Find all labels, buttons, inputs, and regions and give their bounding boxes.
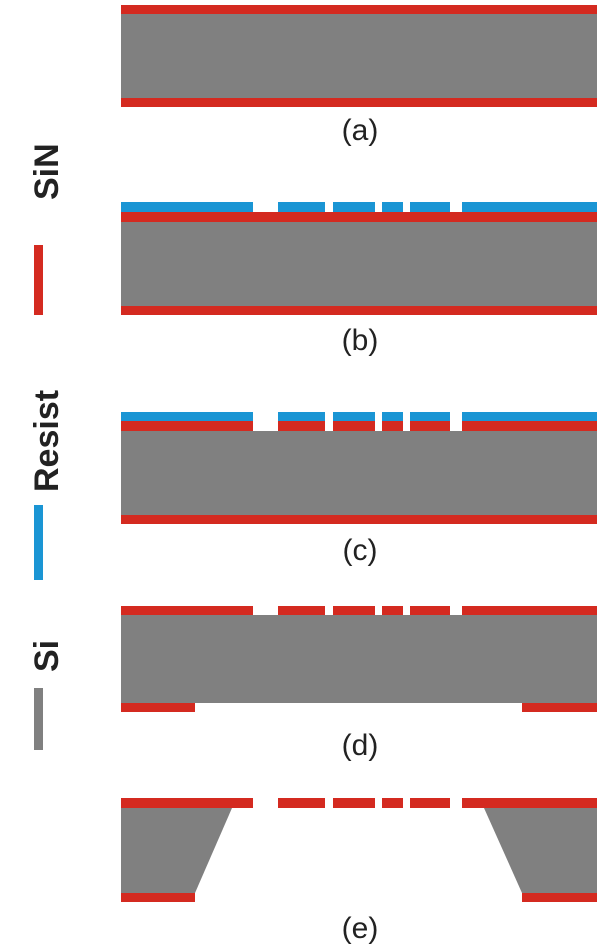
sin-layer [121, 893, 195, 902]
sin-layer [333, 606, 375, 615]
resist-layer [382, 202, 403, 212]
sin-layer [278, 421, 325, 431]
resist-layer [333, 202, 375, 212]
sin-layer [410, 798, 450, 808]
sin-layer [410, 421, 450, 431]
sin-layer [462, 606, 597, 615]
sin-layer [121, 5, 597, 14]
sin-layer [121, 98, 597, 107]
si-wafer [484, 808, 597, 893]
panel-label: (e) [342, 912, 379, 945]
resist-layer [278, 202, 325, 212]
resist-layer [462, 412, 597, 421]
legend-sin: SiN [28, 143, 66, 200]
sin-layer [121, 606, 253, 615]
sin-layer [522, 893, 597, 902]
sin-layer [333, 421, 375, 431]
sin-layer [278, 606, 325, 615]
si-wafer [121, 222, 597, 306]
legend: SiN Resist Si [28, 143, 66, 750]
legend-resist-swatch [34, 505, 43, 580]
sin-layer [278, 798, 325, 808]
legend-resist: Resist [28, 390, 66, 492]
panel-label: (a) [342, 114, 379, 147]
sin-layer [382, 798, 403, 808]
legend-sin-swatch [34, 245, 43, 315]
resist-layer [462, 202, 597, 212]
sin-layer [462, 798, 597, 808]
sin-layer [121, 212, 597, 222]
resist-layer [410, 202, 450, 212]
panel-label: (b) [342, 324, 379, 357]
resist-layer [121, 412, 253, 421]
sin-layer [121, 515, 597, 524]
sin-layer [121, 306, 597, 315]
panel-label: (c) [343, 534, 378, 567]
si-wafer [121, 431, 597, 515]
si-wafer [121, 615, 597, 703]
si-wafer [121, 808, 232, 893]
si-wafer [121, 14, 597, 98]
sin-layer [522, 703, 597, 712]
resist-layer [333, 412, 375, 421]
sin-layer [333, 798, 375, 808]
resist-layer [382, 412, 403, 421]
sin-layer [121, 798, 253, 808]
resist-layer [278, 412, 325, 421]
sin-layer [410, 606, 450, 615]
sin-layer [121, 703, 195, 712]
layers [121, 5, 597, 902]
sin-layer [382, 421, 403, 431]
resist-layer [121, 202, 253, 212]
legend-si: Si [28, 640, 66, 672]
legend-si-swatch [34, 688, 43, 750]
sin-layer [121, 421, 253, 431]
panel-label: (d) [342, 729, 379, 762]
resist-layer [410, 412, 450, 421]
sin-layer [382, 606, 403, 615]
sin-layer [462, 421, 597, 431]
